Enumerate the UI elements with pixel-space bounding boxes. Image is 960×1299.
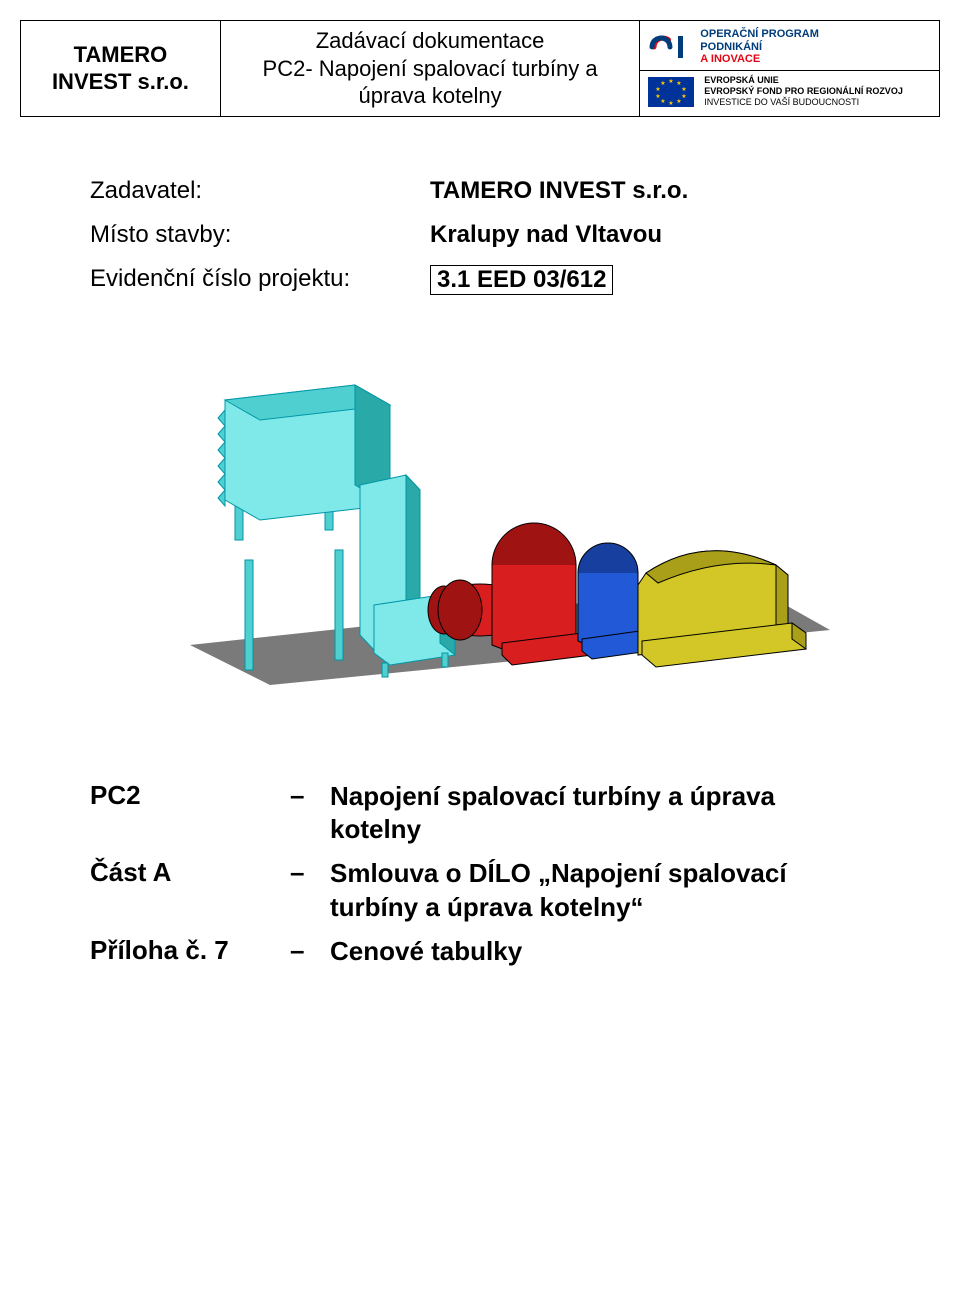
dash: – (290, 780, 330, 811)
document-header: TAMERO INVEST s.r.o. Zadávací dokumentac… (20, 20, 940, 117)
company-line2: INVEST s.r.o. (31, 68, 210, 96)
doc-title-cell: Zadávací dokumentace PC2- Napojení spalo… (220, 21, 639, 117)
company-cell: TAMERO INVEST s.r.o. (21, 21, 221, 117)
misto-stavby-label: Místo stavby: (90, 221, 430, 249)
eu-line3: INVESTICE DO VAŠÍ BUDOUCNOSTI (704, 97, 903, 108)
projekt-value: 3.1 EED 03/612 (430, 265, 613, 295)
doc-title-line2: PC2- Napojení spalovací turbíny a (231, 55, 629, 83)
eu-line2: EVROPSKÝ FOND PRO REGIONÁLNÍ ROZVOJ (704, 86, 903, 97)
misto-stavby-value: Kralupy nad Vltavou (430, 221, 662, 249)
doc-title-line3: úprava kotelny (231, 82, 629, 110)
opik-logo-row: OPERAČNÍ PROGRAM PODNIKÁNÍ A INOVACE (640, 24, 939, 70)
priloha-label: Příloha č. 7 (90, 935, 290, 966)
eu-logo-row: ★ ★ ★ ★ ★ ★ ★ ★ ★ ★ EVROPSKÁ UNIE EVROPS… (640, 70, 939, 113)
priloha-text: Cenové tabulky (330, 935, 870, 969)
dash: – (290, 935, 330, 966)
eu-flag-icon: ★ ★ ★ ★ ★ ★ ★ ★ ★ ★ (648, 77, 694, 107)
opik-line3: A INOVACE (700, 53, 819, 66)
pc2-text: Napojení spalovací turbíny a úprava kote… (330, 780, 870, 848)
zadavatel-value: TAMERO INVEST s.r.o. (430, 177, 688, 205)
projekt-label: Evidenční číslo projektu: (90, 265, 430, 295)
dash: – (290, 857, 330, 888)
document-sections: PC2 – Napojení spalovací turbíny a úprav… (0, 780, 960, 969)
company-line1: TAMERO (31, 41, 210, 69)
pc2-label: PC2 (90, 780, 290, 811)
project-info: Zadavatel: TAMERO INVEST s.r.o. Místo st… (0, 117, 960, 295)
cast-a-label: Část A (90, 857, 290, 888)
opik-line2: PODNIKÁNÍ (700, 41, 819, 54)
logos-cell: OPERAČNÍ PROGRAM PODNIKÁNÍ A INOVACE ★ ★… (640, 21, 940, 117)
eu-line1: EVROPSKÁ UNIE (704, 75, 903, 86)
turbine-diagram (0, 355, 960, 690)
zadavatel-label: Zadavatel: (90, 177, 430, 205)
opik-icon (648, 32, 690, 62)
cast-a-text: Smlouva o DÍLO „Napojení spalovací turbí… (330, 857, 870, 925)
opik-line1: OPERAČNÍ PROGRAM (700, 28, 819, 41)
doc-title-line1: Zadávací dokumentace (231, 27, 629, 55)
